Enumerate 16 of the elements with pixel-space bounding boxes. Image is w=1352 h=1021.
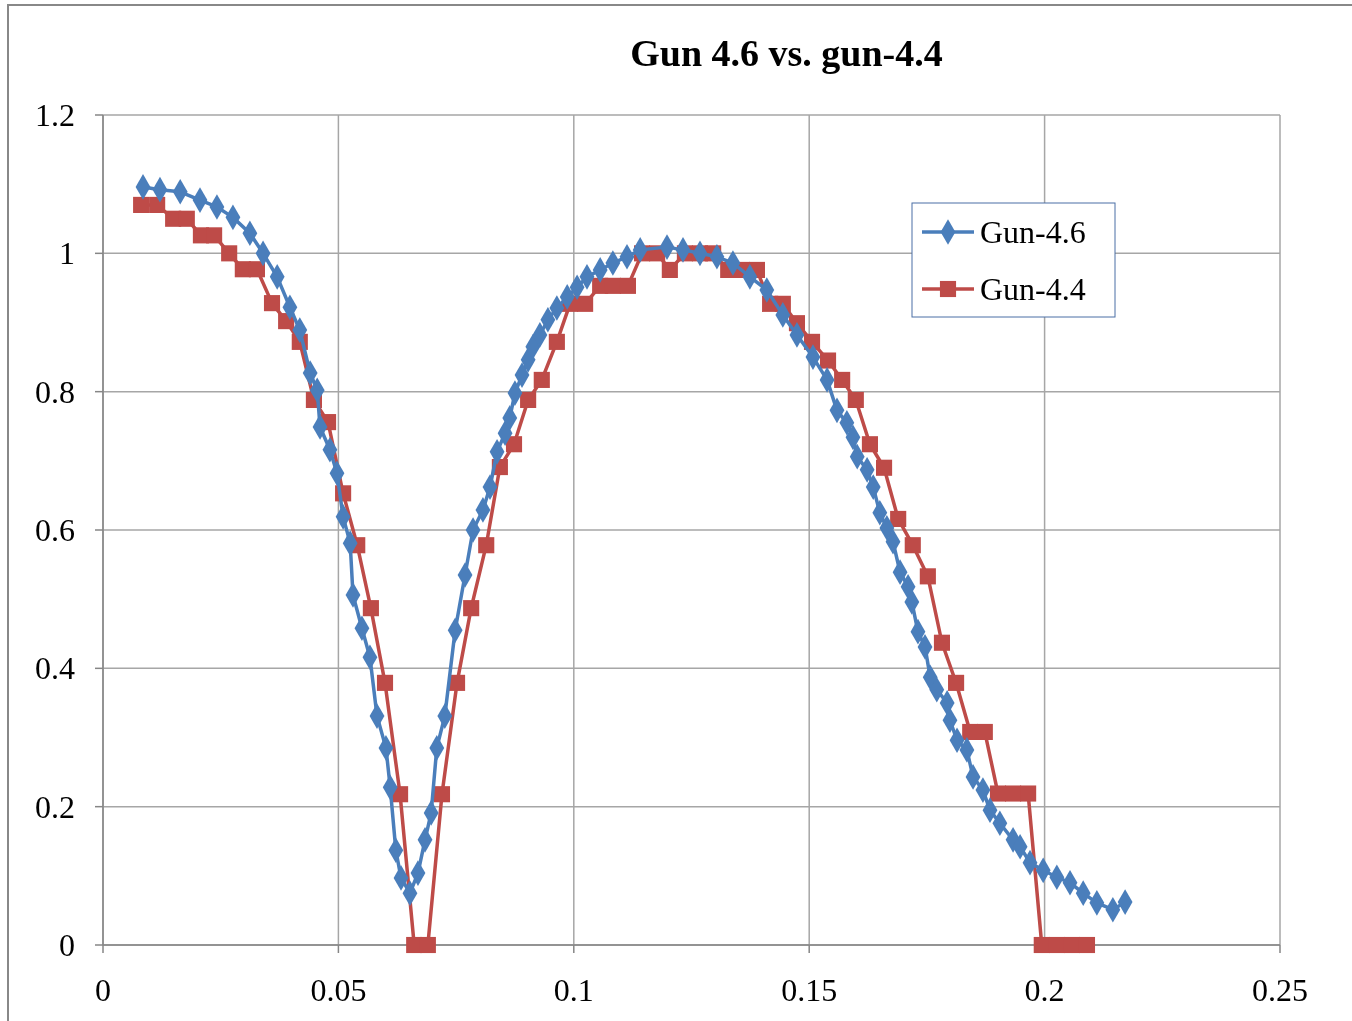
legend-label: Gun-4.4 [980, 271, 1086, 307]
x-tick-label: 0.15 [781, 972, 838, 1008]
legend-label: Gun-4.6 [980, 214, 1086, 250]
y-tick-label: 0.8 [35, 373, 75, 410]
chart-title: Gun 4.6 vs. gun-4.4 [630, 32, 943, 74]
y-tick-label: 0.2 [35, 788, 75, 825]
y-tick-label: 0.6 [35, 512, 75, 548]
x-tick-label: 0.25 [1252, 972, 1308, 1008]
x-tick-label: 0 [95, 972, 111, 1008]
x-tick-label: 0.05 [310, 972, 367, 1008]
y-tick-label: 0.4 [35, 650, 75, 687]
y-tick-label: 1 [59, 235, 75, 272]
y-tick-label: 1.2 [35, 97, 75, 133]
x-tick-label: 0.2 [1024, 972, 1065, 1008]
x-tick-label: 0.1 [553, 972, 594, 1008]
y-tick-label: 0 [59, 927, 75, 963]
